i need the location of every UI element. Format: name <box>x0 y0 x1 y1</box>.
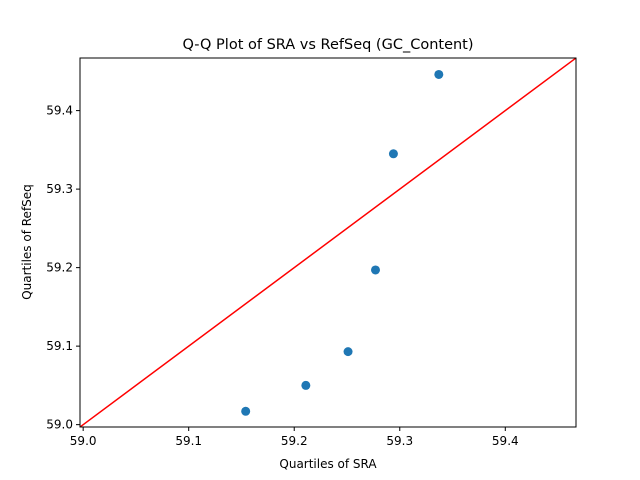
axes-frame <box>79 57 577 428</box>
plot-area: 59.0 59.1 59.2 59.3 59.4 59.0 59.1 59.2 59.3 59.4 <box>46 57 577 448</box>
y-tick-label-2: 59.1 <box>46 339 73 353</box>
x-tick-label-1: 59.0 <box>70 434 97 448</box>
y-axis-label: Quartiles of RefSeq <box>20 184 34 300</box>
x-tick-label-5: 59.4 <box>492 434 519 448</box>
x-tick-label-3: 59.2 <box>281 434 308 448</box>
data-point-3 <box>343 347 353 357</box>
y-tick-label-3: 59.2 <box>46 261 73 275</box>
x-axis-label: Quartiles of SRA <box>279 457 377 471</box>
data-point-4 <box>370 265 380 275</box>
x-tick-label-4: 59.3 <box>386 434 413 448</box>
x-tick-label-2: 59.1 <box>175 434 202 448</box>
data-point-5 <box>388 149 398 159</box>
data-point-2 <box>301 380 311 390</box>
y-tick-label-5: 59.4 <box>46 104 73 118</box>
chart-title: Q-Q Plot of SRA vs RefSeq (GC_Content) <box>182 37 473 53</box>
reference-line <box>80 58 576 427</box>
data-point-6 <box>434 69 444 79</box>
y-tick-label-4: 59.3 <box>46 182 73 196</box>
data-point-1 <box>241 406 251 416</box>
y-tick-label-1: 59.0 <box>46 418 73 432</box>
